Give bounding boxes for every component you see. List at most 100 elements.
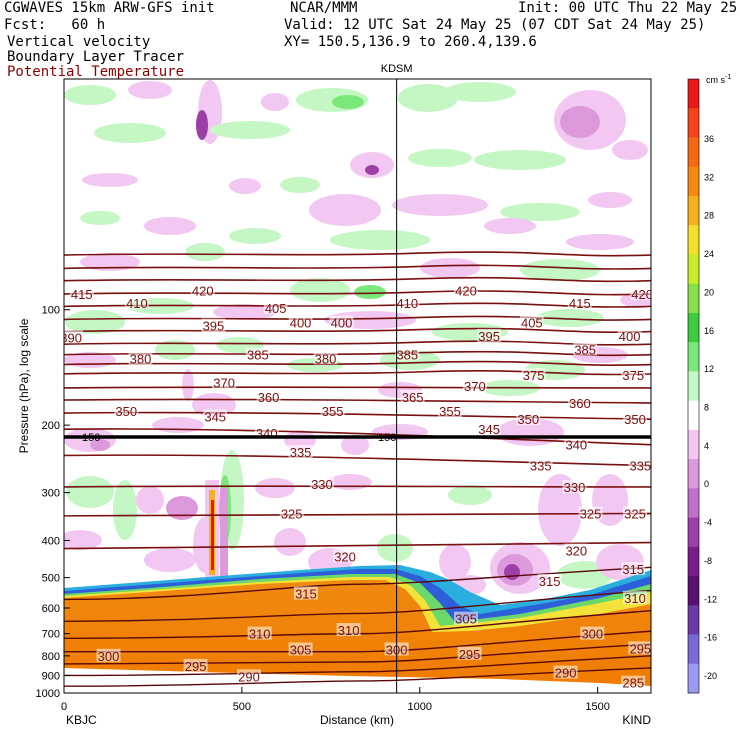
colorbar-tick-label: -4 xyxy=(704,518,712,528)
theta-label-bg xyxy=(564,543,589,557)
vv-region xyxy=(341,435,369,455)
theta-label: 385 xyxy=(574,343,596,358)
vv-region xyxy=(309,194,381,226)
vv-region xyxy=(152,417,204,433)
theta-label: 385 xyxy=(396,348,418,363)
theta-label: 400 xyxy=(331,316,353,331)
theta-contour xyxy=(64,251,651,257)
colorbar-swatch xyxy=(688,576,699,606)
vv-region xyxy=(520,259,600,281)
vv-region xyxy=(144,548,196,572)
theta-label: 375 xyxy=(622,368,644,383)
colorbar-swatch xyxy=(688,225,699,255)
theta-label: 335 xyxy=(530,459,552,474)
y-tick-label: 100 xyxy=(42,305,60,317)
vv-region xyxy=(274,528,306,556)
theta-label: 420 xyxy=(192,283,214,298)
init-time: Init: 00 UTC Thu 22 May 25 xyxy=(518,0,738,16)
vv-region xyxy=(80,253,140,271)
vv-region xyxy=(536,309,604,327)
colorbar: 36 32 28 24 20 16 12 8 4 0 -4 -8 -12 -16 -20 xyxy=(687,78,717,694)
colorbar-tick-label: 12 xyxy=(704,364,714,374)
colorbar-tick-label: -16 xyxy=(704,633,717,643)
theta-label: 295 xyxy=(459,647,481,662)
vertical-velocity-field xyxy=(64,80,651,628)
theta-label: 380 xyxy=(315,351,337,366)
theta-label-bg xyxy=(395,295,420,309)
theta-contour xyxy=(64,264,651,270)
vv-region xyxy=(408,149,472,167)
theta-contour xyxy=(64,398,651,404)
theta-label-bg xyxy=(329,315,354,329)
theta-label: 320 xyxy=(565,544,587,559)
colorbar-swatch xyxy=(688,605,699,635)
theta-label-bg xyxy=(454,283,479,297)
theta-label: 305 xyxy=(455,612,477,627)
vv-region xyxy=(64,530,102,550)
left-station-label: KBJC xyxy=(66,713,97,727)
vv-region xyxy=(504,564,520,580)
theta-label-bg xyxy=(190,283,215,297)
colorbar-swatch xyxy=(688,634,699,665)
vv-region xyxy=(64,85,116,105)
colorbar-tick-label: 4 xyxy=(704,441,709,451)
field-boundary-layer-tracer: Boundary Layer Tracer xyxy=(7,49,185,65)
theta-contour xyxy=(64,386,651,389)
colorbar-swatch xyxy=(688,429,699,460)
vv-region xyxy=(155,340,195,360)
vv-region xyxy=(166,496,198,520)
theta-label: 400 xyxy=(619,329,641,344)
vv-region xyxy=(210,121,290,139)
theta-label-bg xyxy=(437,404,462,418)
vv-region xyxy=(612,140,648,160)
theta-label: 295 xyxy=(629,641,651,656)
vv-region xyxy=(365,165,379,175)
colorbar-swatch xyxy=(688,108,699,138)
theta-label: 315 xyxy=(539,574,561,589)
theta-label-bg xyxy=(564,437,589,451)
theta-label: 415 xyxy=(71,287,93,302)
colorbar-tick-label: 24 xyxy=(704,249,714,259)
theta-label-bg xyxy=(462,378,487,392)
vv-region xyxy=(560,106,600,138)
theta-label: 390 xyxy=(60,330,82,345)
theta-label-bg xyxy=(621,562,646,576)
theta-label: 325 xyxy=(624,506,646,521)
theta-label: 285 xyxy=(622,676,644,691)
theta-label-bg xyxy=(454,611,479,625)
vv-region xyxy=(255,478,295,498)
theta-label-bg xyxy=(622,506,647,520)
theta-label: 345 xyxy=(478,422,500,437)
theta-label: 340 xyxy=(565,438,587,453)
y-tick-label: 900 xyxy=(42,670,60,682)
theta-label-bg xyxy=(537,573,562,587)
theta-contour xyxy=(64,454,651,467)
theta-label-bg xyxy=(245,347,270,361)
theta-label: 420 xyxy=(631,287,653,302)
theta-label: 395 xyxy=(478,329,500,344)
theta-label-bg xyxy=(288,315,313,329)
theta-label: 355 xyxy=(439,404,461,419)
vv-region xyxy=(444,82,516,102)
theta-label-bg xyxy=(69,287,94,301)
theta-label-bg xyxy=(236,669,261,683)
theta-label-bg xyxy=(621,675,646,689)
theta-contour xyxy=(64,643,651,665)
colorbar-tick-label: 16 xyxy=(704,326,714,336)
vv-region xyxy=(420,258,480,278)
y-axis-title: Pressure (hPa), log scale xyxy=(17,318,31,453)
field-vertical-velocity: Vertical velocity xyxy=(7,34,151,50)
theta-contour xyxy=(64,370,651,376)
vv-region xyxy=(328,474,372,490)
right-station-label: KIND xyxy=(622,713,651,727)
vv-region xyxy=(280,177,320,193)
vv-region xyxy=(484,218,536,234)
theta-label: 335 xyxy=(629,459,651,474)
theta-label-bg xyxy=(128,351,153,365)
theta-label-bg xyxy=(293,586,318,600)
theta-label-bg xyxy=(183,658,208,672)
colorbar-swatch xyxy=(688,371,699,402)
theta-contour xyxy=(64,630,651,653)
theta-label-bg xyxy=(124,295,149,309)
theta-label-bg xyxy=(64,330,84,344)
